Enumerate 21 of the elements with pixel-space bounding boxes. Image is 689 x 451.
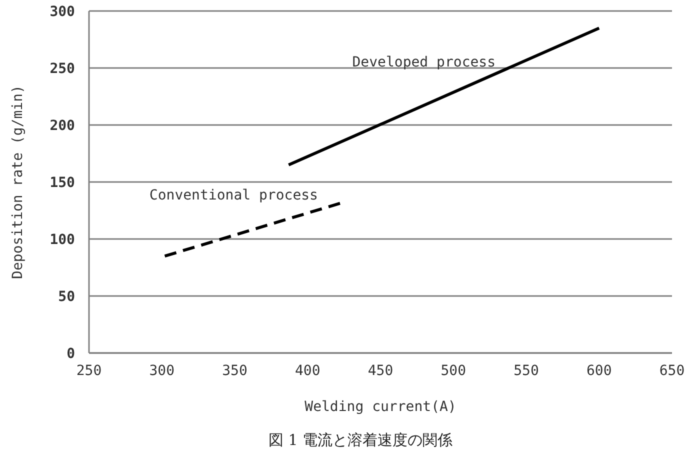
series-label: Conventional process	[149, 187, 318, 204]
y-tick-label: 300	[50, 4, 75, 20]
x-axis-title: Welding current(A)	[304, 399, 456, 415]
x-tick-label: 500	[440, 363, 466, 379]
x-tick-label: 600	[586, 363, 612, 379]
x-tick-label: 350	[222, 363, 248, 379]
y-tick-label: 100	[50, 232, 75, 248]
y-tick-label: 200	[50, 118, 75, 134]
x-tick-label: 250	[76, 363, 102, 379]
y-tick-label: 250	[50, 61, 75, 77]
x-tick-label: 400	[294, 363, 320, 379]
caption: 図 1 電流と溶着速度の関係	[268, 431, 453, 449]
y-tick-label: 50	[58, 289, 75, 305]
x-tick-label: 650	[659, 363, 685, 379]
x-tick-label: 550	[514, 363, 539, 379]
y-axis-title: Deposition rate (g/min)	[10, 85, 26, 279]
x-tick-label: 300	[149, 363, 175, 379]
x-tick-label: 450	[368, 363, 394, 379]
series-label: Developed process	[352, 54, 496, 70]
y-tick-label: 150	[50, 175, 75, 191]
y-tick-label: 0	[66, 346, 75, 362]
